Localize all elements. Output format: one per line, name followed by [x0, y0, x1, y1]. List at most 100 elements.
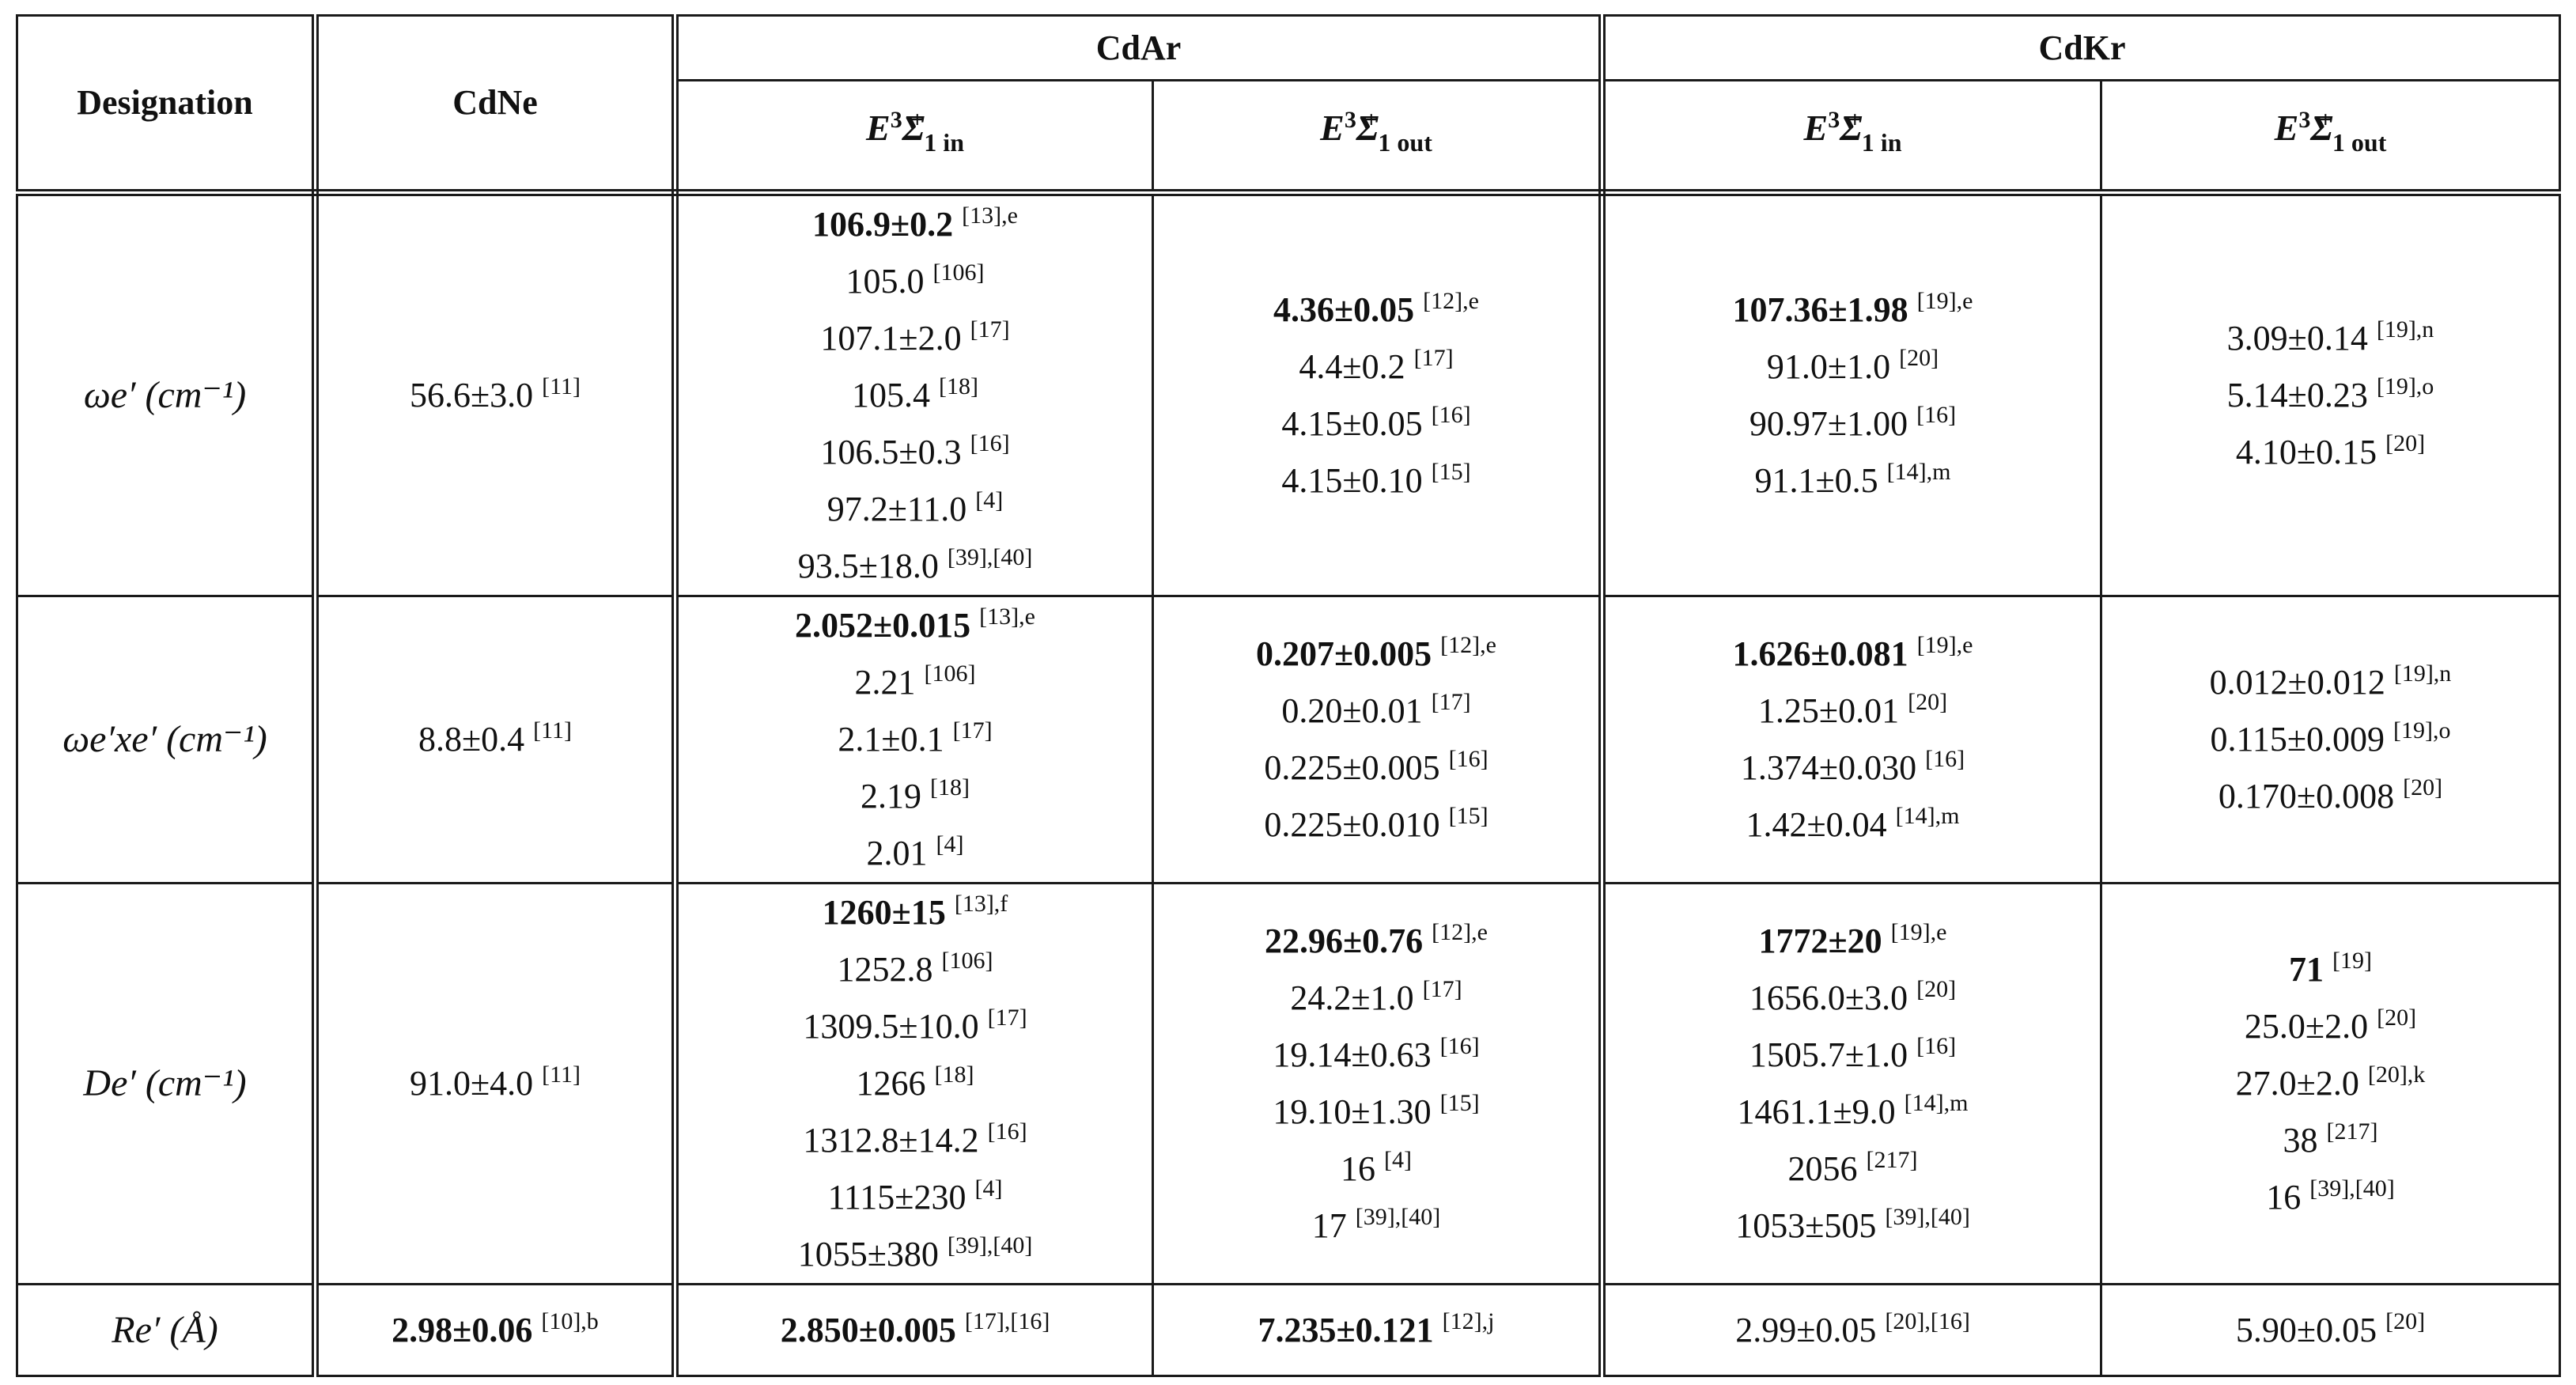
table-row: ωe′xe′ (cm⁻¹) 8.8±0.4 [11] 2.052±0.015 [13…	[16, 595, 2561, 884]
value-entry: 90.97±1.00 [16]	[1612, 395, 2094, 452]
reference-marker: [17]	[952, 717, 993, 744]
reference-marker: [20],k	[2367, 1061, 2426, 1088]
reference-marker: [19]	[2332, 948, 2372, 974]
reference-marker: [39],[40]	[2309, 1175, 2395, 1201]
reference-marker: [10],b	[541, 1307, 599, 1334]
value-entry: 1772±20 [19],e	[1612, 913, 2094, 970]
value-entry: 91.0±1.0 [20]	[1612, 339, 2094, 395]
value-text: 2056	[1787, 1149, 1858, 1188]
reference-marker: [39],[40]	[947, 1232, 1033, 1258]
reference-marker: [16]	[970, 430, 1010, 456]
reference-marker: [12],e	[1423, 288, 1479, 314]
table-row: De′ (cm⁻¹) 91.0±4.0 [11] 1260±15 [13],f 125…	[16, 882, 2561, 1285]
value-entry: 24.2±1.0 [17]	[1160, 970, 1592, 1027]
value-entry: 5.14±0.23 [19],o	[2109, 367, 2552, 424]
value-entry: 16 [4]	[1160, 1141, 1592, 1198]
reference-marker: [19],e	[1916, 632, 1973, 658]
reference-marker: [16]	[1925, 746, 1965, 772]
value-entry: 0.012±0.012 [19],n	[2109, 654, 2552, 711]
reference-marker: [17]	[1422, 976, 1462, 1002]
value-text: 1772±20	[1758, 921, 1882, 960]
table-row: ωe′ (cm⁻¹) 56.6±3.0 [11] 106.9±0.2 [13],e 1…	[16, 191, 2561, 597]
value-text: 2.052±0.015	[795, 606, 971, 645]
reference-marker: [16]	[1439, 1033, 1480, 1059]
reference-marker: [12],j	[1442, 1307, 1495, 1334]
value-entry: 1656.0±3.0 [20]	[1612, 970, 2094, 1027]
value-text: 0.225±0.005	[1264, 748, 1440, 787]
value-text: 107.1±2.0	[820, 319, 962, 358]
data-table-container: Designation CdNe CdAr CdKr E3Σ+1 in E3Σ+…	[16, 14, 2561, 1377]
cell-cdkr-in: 2.99±0.05 [20],[16]	[1601, 1283, 2102, 1377]
reference-marker: [13],f	[954, 891, 1008, 917]
cdkr-header: CdKr	[1601, 14, 2561, 81]
reference-marker: [12],e	[1440, 632, 1496, 658]
value-entry: 1053±505 [39],[40]	[1612, 1198, 2094, 1254]
reference-marker: [4]	[975, 487, 1004, 513]
value-text: 3.09±0.14	[2226, 319, 2368, 358]
value-entry: 105.4 [18]	[685, 367, 1145, 424]
reference-marker: [15]	[1439, 1090, 1480, 1116]
value-text: 8.8±0.4	[418, 720, 525, 759]
cell-cdar-in: 1260±15 [13],f 1252.8 [106] 1309.5±10.0 [1…	[674, 882, 1154, 1285]
value-text: 56.6±3.0	[409, 376, 534, 414]
value-text: 1053±505	[1735, 1206, 1877, 1245]
cell-cdar-out: 0.207±0.005 [12],e 0.20±0.01 [17] 0.225±0.…	[1152, 595, 1606, 884]
reference-marker: [17]	[987, 1005, 1027, 1031]
value-text: 5.14±0.23	[2226, 376, 2368, 414]
value-entry: 16 [39],[40]	[2109, 1169, 2552, 1226]
reference-marker: [20]	[1899, 345, 1939, 371]
reference-marker: [14],m	[1895, 803, 1960, 829]
value-entry: 2.01 [4]	[685, 825, 1145, 882]
reference-marker: [20]	[1908, 689, 1948, 715]
value-text: 106.5±0.3	[820, 433, 962, 471]
value-entry: 4.4±0.2 [17]	[1160, 339, 1592, 395]
cdar-state-out-header: E3Σ+1 out	[1152, 79, 1606, 196]
value-entry: 107.1±2.0 [17]	[685, 310, 1145, 367]
value-text: 1266	[856, 1064, 926, 1103]
reference-marker: [16]	[1448, 746, 1488, 772]
value-text: 2.1±0.1	[838, 720, 944, 759]
value-entry: 1266 [18]	[685, 1055, 1145, 1112]
reference-marker: [20]	[1916, 976, 1957, 1002]
reference-marker: [14],m	[1904, 1090, 1969, 1116]
cdkr-state-out-header: E3Σ+1 out	[2100, 79, 2561, 196]
reference-marker: [106]	[924, 660, 976, 687]
value-entry: 105.0 [106]	[685, 253, 1145, 310]
value-entry: 0.225±0.005 [16]	[1160, 740, 1592, 797]
designation-header: Designation	[16, 14, 319, 196]
reference-marker: [12],e	[1432, 919, 1488, 945]
value-text: 2.850±0.005	[780, 1310, 956, 1349]
reference-marker: [16]	[1916, 1033, 1957, 1059]
value-entry: 1505.7±1.0 [16]	[1612, 1027, 2094, 1084]
value-entry: 93.5±18.0 [39],[40]	[685, 538, 1145, 595]
value-entry: 25.0±2.0 [20]	[2109, 998, 2552, 1055]
reference-marker: [11]	[542, 373, 581, 399]
reference-marker: [19],o	[2393, 717, 2451, 744]
value-text: 22.96±0.76	[1265, 921, 1424, 960]
value-text: 4.4±0.2	[1299, 347, 1405, 386]
value-entry: 106.9±0.2 [13],e	[685, 196, 1145, 253]
value-text: 5.90±0.05	[2235, 1310, 2377, 1349]
cdar-state-in-header: E3Σ+1 in	[674, 79, 1154, 196]
reference-marker: [39],[40]	[947, 544, 1033, 570]
reference-marker: [19],e	[1890, 919, 1947, 945]
reference-marker: [16]	[987, 1118, 1027, 1145]
value-text: 4.15±0.05	[1281, 404, 1423, 443]
reference-marker: [16]	[1916, 402, 1957, 428]
value-entry: 0.225±0.010 [15]	[1160, 797, 1592, 853]
value-entry: 4.15±0.10 [15]	[1160, 452, 1592, 509]
value-entry: 2056 [217]	[1612, 1141, 2094, 1198]
value-text: 27.0±2.0	[2235, 1064, 2359, 1103]
value-text: 0.207±0.005	[1256, 634, 1432, 673]
reference-marker: [4]	[936, 831, 964, 857]
value-text: 2.99±0.05	[1735, 1310, 1877, 1349]
value-text: 19.14±0.63	[1273, 1035, 1432, 1074]
value-text: 91.1±0.5	[1754, 461, 1878, 500]
reference-marker: [217]	[2326, 1118, 2378, 1145]
value-text: 4.36±0.05	[1273, 290, 1415, 329]
value-entry: 2.21 [106]	[685, 654, 1145, 711]
reference-marker: [18]	[930, 774, 970, 800]
value-text: 1309.5±10.0	[803, 1007, 979, 1046]
reference-marker: [19],n	[2393, 660, 2452, 687]
value-entry: 3.09±0.14 [19],n	[2109, 310, 2552, 367]
